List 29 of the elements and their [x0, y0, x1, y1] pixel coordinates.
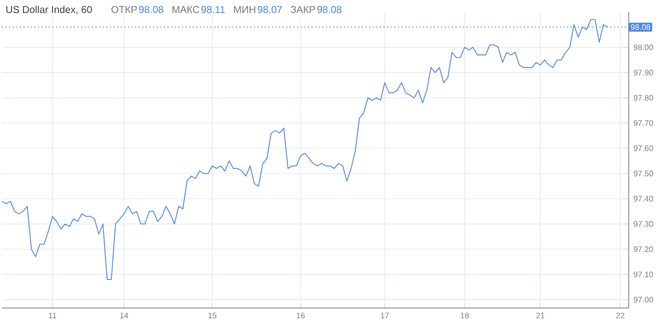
x-tick-label: 15 — [208, 312, 216, 318]
y-tick-label: 97.80 — [634, 94, 654, 101]
y-tick-label: 98.00 — [634, 44, 654, 50]
x-tick-label: 11 — [48, 312, 56, 318]
y-tick-label: 97.50 — [634, 170, 654, 176]
annotation: ОТКР — [111, 6, 137, 14]
y-tick-label: 97.40 — [634, 196, 654, 202]
y-tick-label: 97.20 — [634, 246, 654, 252]
x-tick-label: 14 — [120, 312, 128, 318]
y-tick-label: 97.00 — [634, 296, 654, 303]
annotation: 98.11 — [201, 6, 225, 14]
y-tick-label: 97.10 — [634, 272, 654, 278]
x-tick-label: 22 — [616, 312, 624, 318]
y-tick-label: 97.70 — [634, 120, 654, 126]
annotation: МИН — [234, 6, 256, 13]
annotation: 98.07 — [258, 6, 282, 14]
x-tick-label: 17 — [380, 312, 389, 318]
y-tick-label: 97.90 — [634, 70, 654, 76]
annotation: 98.08 — [317, 6, 342, 14]
y-tick-label: 97.30 — [634, 221, 654, 227]
ref-line-label: 98.08 — [630, 24, 650, 30]
x-tick-label: 16 — [296, 312, 305, 318]
x-tick-label: 21 — [536, 312, 544, 318]
annotation: ЗАКР — [290, 6, 316, 14]
chart-title: US Dollar Index, 60 — [6, 6, 92, 14]
x-tick-label: 18 — [460, 312, 469, 318]
annotation: 98.08 — [139, 6, 164, 14]
y-tick-label: 97.60 — [634, 145, 654, 152]
annotation: МАКС — [172, 6, 200, 14]
